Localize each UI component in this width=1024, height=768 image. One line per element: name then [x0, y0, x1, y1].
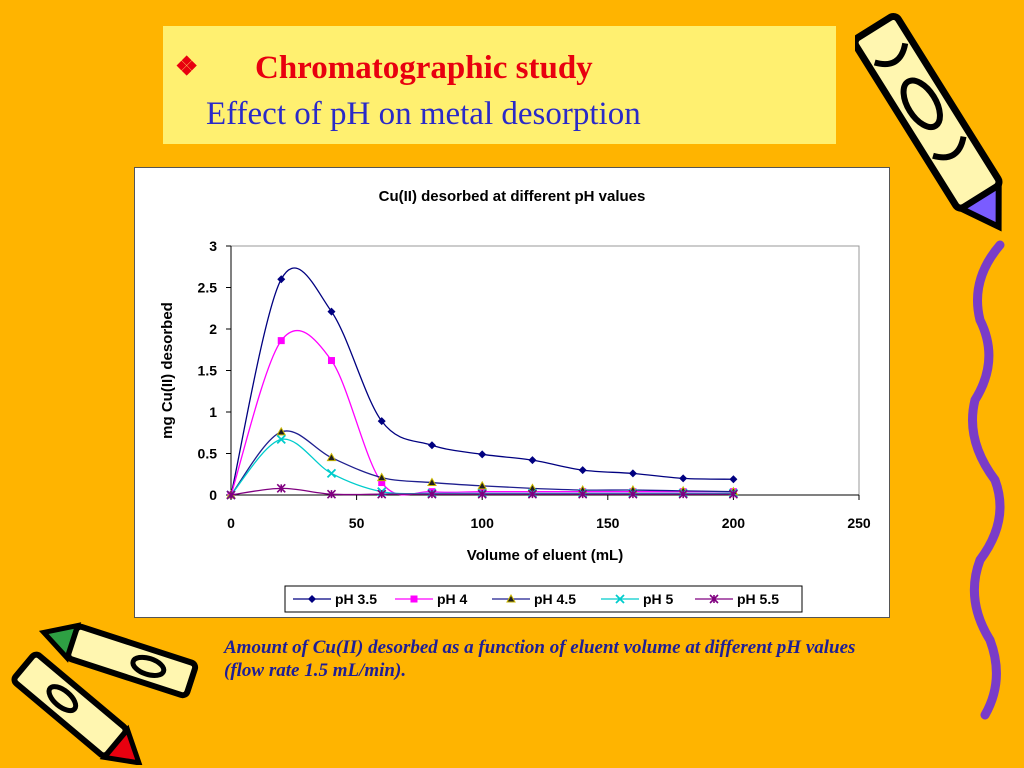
data-point	[427, 489, 437, 499]
data-point	[578, 466, 587, 475]
data-point	[376, 472, 387, 482]
x-tick-label: 50	[349, 515, 365, 531]
data-point	[728, 489, 738, 499]
x-axis-label: Volume of eluent (mL)	[467, 547, 623, 564]
data-point	[477, 489, 487, 499]
series-line-0	[230, 267, 734, 496]
legend-marker	[410, 595, 418, 603]
x-tick-label: 0	[227, 515, 235, 531]
data-point	[378, 479, 386, 487]
legend-marker	[506, 593, 516, 603]
data-point	[277, 337, 285, 345]
slide-title: Chromatographic study	[255, 50, 593, 86]
y-tick-label: 1	[209, 404, 217, 420]
legend-label: pH 4.5	[534, 591, 576, 607]
data-point	[276, 483, 286, 493]
series-line-2	[230, 430, 734, 496]
series-line-1	[230, 329, 734, 496]
legend-marker	[615, 594, 625, 604]
data-point	[578, 489, 588, 499]
data-point	[427, 441, 436, 450]
y-tick-label: 0.5	[198, 446, 218, 462]
data-point	[326, 452, 337, 462]
data-point	[427, 477, 437, 487]
legend-label: pH 5	[643, 591, 674, 607]
crayon-top-right-icon	[855, 12, 1003, 232]
data-point	[527, 489, 538, 499]
data-point	[276, 434, 286, 445]
legend-label: pH 3.5	[335, 591, 377, 607]
data-point	[678, 489, 688, 499]
data-point	[528, 456, 537, 465]
data-point	[277, 275, 286, 284]
legend-label: pH 4	[437, 591, 468, 607]
data-point	[276, 426, 287, 436]
chart-svg: Cu(II) desorbed at different pH values00…	[159, 188, 871, 613]
slide-subtitle: Effect of pH on metal desorption	[206, 96, 641, 132]
x-tick-label: 100	[471, 515, 495, 531]
data-point	[327, 307, 336, 316]
data-point	[377, 489, 387, 499]
data-point	[226, 490, 236, 500]
legend-marker	[709, 594, 719, 604]
x-tick-label: 250	[847, 515, 871, 531]
data-point	[729, 475, 738, 484]
data-point	[326, 468, 337, 479]
data-point	[478, 450, 487, 459]
title-box: ❖ Chromatographic study Effect of pH on …	[163, 26, 836, 144]
data-point	[628, 469, 637, 478]
crayons-bottom-left-icon	[11, 622, 199, 765]
figure-caption: Amount of Cu(II) desorbed as a function …	[224, 637, 856, 681]
squiggle-line-icon	[968, 240, 1005, 720]
x-tick-label: 150	[596, 515, 620, 531]
data-point	[628, 489, 638, 499]
legend-label: pH 5.5	[737, 591, 779, 607]
data-point	[327, 357, 335, 365]
chart-title: Cu(II) desorbed at different pH values	[379, 188, 646, 205]
y-axis-label: mg Cu(II) desorbed	[159, 302, 176, 439]
y-tick-label: 3	[209, 238, 217, 254]
data-point	[679, 474, 688, 483]
y-tick-label: 2.5	[198, 280, 218, 296]
y-tick-label: 1.5	[198, 363, 218, 379]
data-point	[326, 489, 337, 499]
data-point	[377, 417, 386, 426]
data-point	[477, 480, 488, 490]
chart-panel: Cu(II) desorbed at different pH values 0 0…	[134, 167, 890, 618]
y-tick-label: 0	[209, 487, 217, 503]
y-tick-label: 2	[209, 321, 217, 337]
legend-marker	[308, 595, 316, 603]
x-tick-label: 200	[722, 515, 746, 531]
plot-area	[230, 245, 860, 496]
bullet-icon: ❖	[175, 52, 199, 81]
